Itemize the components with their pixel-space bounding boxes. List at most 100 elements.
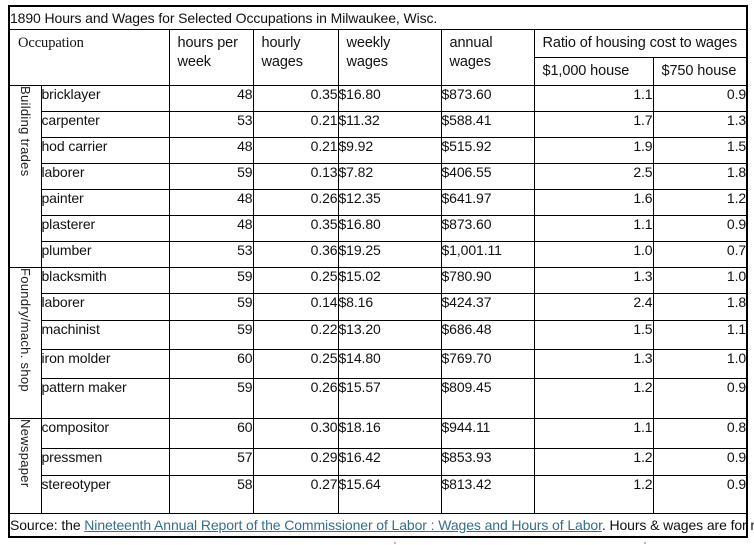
weekly-wage-cell: $19.25 [337,240,442,268]
hourly-wage-cell: 0.26 [252,188,339,216]
annual-wage-cell: $686.48 [440,319,535,350]
ratio-750-cell: 1.0 [652,348,748,379]
hourly-wage-cell: 0.29 [252,447,339,476]
hours-cell: 48 [168,214,254,242]
annual-wage-cell: $1,001.11 [440,240,535,268]
ratio-1000-cell: 1.6 [533,188,654,216]
hours-cell: 59 [168,377,254,419]
source-row: Source: the Nineteenth Annual Report of … [8,512,754,538]
occupation-cell: hod carrier [40,136,170,164]
ratio-1000-cell: 1.2 [533,377,654,419]
annual-wage-cell: $873.60 [440,84,535,112]
annual-wage-cell: $944.11 [440,417,535,449]
table-row: Newspaper compositor 60 0.30 $18.16 $944… [8,417,748,514]
ratio-1000-cell: 1.5 [533,319,654,350]
table-row: Building trades bricklayer 48 0.35 $16.8… [8,84,748,268]
occupation-cell: plasterer [40,214,170,242]
ratio-750-cell: 1.5 [652,136,748,164]
ratio-1000-cell: 1.7 [533,110,654,138]
weekly-wage-cell: $9.92 [337,136,442,164]
table-row: pattern maker 59 0.26 $15.57 $809.45 1.2… [9,377,748,419]
ratio-750-cell: 0.9 [652,377,748,419]
hourly-wage-cell: 0.25 [252,348,339,379]
ratio-1000-cell: 1.1 [533,417,654,449]
column-header-annual-wages: annual wages [440,28,535,86]
weekly-wage-cell: $16.80 [337,214,442,242]
hours-cell: 48 [168,136,254,164]
ratio-1000-cell: 1.3 [533,348,654,379]
table-row: plumber 53 0.36 $19.25 $1,001.11 1.0 0.7 [9,240,748,268]
annual-wage-cell: $641.97 [440,188,535,216]
ratio-1000-cell: 1.3 [533,266,654,294]
ratio-1000-cell: 1.2 [533,447,654,476]
hourly-wage-cell: 0.14 [252,292,339,321]
table-title-row: 1890 Hours and Wages for Selected Occupa… [8,5,748,30]
column-header-1000-house: $1,000 house [533,56,654,86]
hourly-wage-cell: 0.21 [252,136,339,164]
source-suffix: . Hours & wages are for male employees o… [601,516,754,533]
column-header-750-house: $750 house [652,56,748,86]
ratio-1000-cell: 2.4 [533,292,654,321]
occupation-cell: stereotyper [40,474,170,514]
weekly-wage-cell: $18.16 [337,417,442,449]
hourly-wage-cell: 0.22 [252,319,339,350]
hourly-wage-cell: 0.25 [252,266,339,294]
hours-cell: 57 [168,447,254,476]
screenshot-artifact [394,542,396,544]
source-note: Source: the Nineteenth Annual Report of … [8,512,754,538]
occupation-cell: pressmen [40,447,170,476]
table-row: stereotyper 58 0.27 $15.64 $813.42 1.2 0… [9,474,748,514]
occupation-cell: compositor [40,417,170,449]
table-row: laborer 59 0.14 $8.16 $424.37 2.4 1.8 [9,292,748,321]
ratio-1000-cell: 1.0 [533,240,654,268]
ratio-750-cell: 0.9 [652,84,748,112]
hours-cell: 59 [168,162,254,190]
ratio-750-cell: 0.7 [652,240,748,268]
weekly-wage-cell: $8.16 [337,292,442,321]
hours-cell: 59 [168,319,254,350]
ratio-750-cell: 0.9 [652,447,748,476]
ratio-750-cell: 1.1 [652,319,748,350]
hours-cell: 48 [168,188,254,216]
ratio-750-cell: 1.8 [652,162,748,190]
annual-wage-cell: $424.37 [440,292,535,321]
column-header-weekly-wages: weekly wages [337,28,442,86]
ratio-1000-cell: 1.1 [533,84,654,112]
ratio-1000-cell: 1.1 [533,214,654,242]
ratio-1000-cell: 1.9 [533,136,654,164]
column-header-ratio-group: Ratio of housing cost to wages [533,28,748,58]
weekly-wage-cell: $14.80 [337,348,442,379]
hours-cell: 59 [168,292,254,321]
occupation-cell: laborer [40,292,170,321]
group-label-building-trades: Building trades [8,84,42,268]
table-row: pressmen 57 0.29 $16.42 $853.93 1.2 0.9 [9,447,748,476]
ratio-750-cell: 0.9 [652,214,748,242]
occupation-cell: blacksmith [40,266,170,294]
hourly-wage-cell: 0.30 [252,417,339,449]
weekly-wage-cell: $15.57 [337,377,442,419]
table-row: carpenter 53 0.21 $11.32 $588.41 1.7 1.3 [9,110,748,138]
weekly-wage-cell: $7.82 [337,162,442,190]
screenshot-artifact [644,542,646,544]
annual-wage-cell: $769.70 [440,348,535,379]
hours-cell: 59 [168,266,254,294]
header-row-1: Occupation hours per week hourly wages w… [8,28,748,86]
annual-wage-cell: $780.90 [440,266,535,294]
weekly-wage-cell: $12.35 [337,188,442,216]
weekly-wage-cell: $13.20 [337,319,442,350]
annual-wage-cell: $515.92 [440,136,535,164]
occupation-cell: laborer [40,162,170,190]
hours-cell: 53 [168,240,254,268]
hourly-wage-cell: 0.35 [252,84,339,112]
ratio-750-cell: 0.8 [652,417,748,449]
table-row: iron molder 60 0.25 $14.80 $769.70 1.3 1… [9,348,748,379]
table-row: Foundry/mach. shop blacksmith 59 0.25 $1… [8,266,748,419]
table-row: painter 48 0.26 $12.35 $641.97 1.6 1.2 [9,188,748,216]
column-header-hours-per-week: hours per week [168,28,254,86]
annual-wage-cell: $406.55 [440,162,535,190]
ratio-750-cell: 1.2 [652,188,748,216]
occupation-cell: painter [40,188,170,216]
source-report-link[interactable]: Nineteenth Annual Report of the Commissi… [84,516,602,533]
occupation-cell: carpenter [40,110,170,138]
ratio-1000-cell: 1.2 [533,474,654,514]
